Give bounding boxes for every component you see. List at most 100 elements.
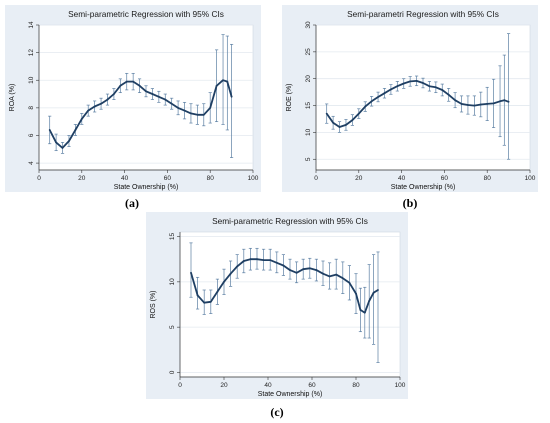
data-point [315,269,318,271]
data-point [335,273,338,276]
data-point [242,260,245,262]
data-point [215,84,218,87]
data-point [377,96,379,98]
data-point [372,291,375,294]
y-tick-label: 15 [305,102,312,110]
data-point [55,141,58,144]
data-point [190,112,192,115]
data-point [486,103,489,105]
data-point [325,112,328,115]
data-point [402,82,405,85]
data-point [338,126,341,128]
x-axis-label: State Ownership (%) [114,184,179,191]
y-tick-label: 5 [169,325,176,329]
data-point [428,85,431,88]
data-point [222,79,224,82]
x-tick-label: 20 [78,175,86,182]
y-tick-label: 10 [28,76,35,84]
data-point [119,84,122,87]
data-point [93,105,96,108]
data-point [164,98,167,101]
data-point [322,272,324,275]
data-point [132,80,135,83]
data-point [503,99,506,102]
data-point [125,80,128,83]
chart-title: Semi-parametric Regression with 95% CIs [212,216,368,226]
y-tick-label: 6 [28,133,35,137]
data-point [289,269,291,271]
data-point [396,85,399,88]
y-tick-label: 4 [28,161,35,165]
data-point [80,118,83,120]
roe-chart: Semi-parametri Regression with 95% CIs 5 1… [282,5,538,192]
y-tick-label: 30 [305,21,312,29]
data-point [363,311,366,314]
data-point [249,258,252,261]
series-group [189,242,380,363]
y-tick-label: 0 [169,370,176,374]
x-tick-label: 60 [308,382,316,389]
data-point [196,294,199,297]
y-axis-label: ROA (%) [9,84,16,112]
plot-area [38,24,254,171]
x-tick-label: 20 [355,175,363,182]
x-tick-label: 100 [525,175,536,182]
data-point [209,300,212,303]
data-point [183,109,186,112]
x-tick-label: 40 [264,382,272,389]
data-point [190,271,192,274]
data-point [68,140,70,142]
panel-roa: Semi-parametric Regression with 95% CIs 4… [5,5,261,192]
y-tick-label: 20 [305,75,312,83]
data-point [383,92,386,95]
data-point [479,103,482,106]
x-tick-label: 80 [207,175,215,182]
data-point [113,93,115,95]
data-point [295,271,298,274]
data-point [275,261,278,264]
data-point [203,301,206,304]
data-point [473,104,476,107]
y-axis-label: ROS (%) [150,291,157,319]
y-tick-label: 5 [305,157,312,161]
x-tick-label: 80 [352,382,360,389]
data-point [341,277,344,280]
panel-roe: Semi-parametri Regression with 95% CIs 5 1… [282,5,538,192]
data-point [351,119,354,121]
series-group [325,33,511,160]
caption-b: (b) [402,196,418,210]
data-point [229,272,232,275]
x-axis-label: State Ownership (%) [258,391,323,398]
data-point [370,100,373,103]
data-point [499,100,501,103]
data-point [368,299,371,302]
data-point [415,79,418,82]
data-point [507,100,510,103]
chart-title: Semi-parametri Regression with 95% CIs [347,9,499,19]
data-point [308,267,311,270]
data-point [61,147,64,149]
data-point [236,265,239,268]
data-point [434,86,437,89]
y-axis-label: ROE (%) [286,84,293,112]
chart-title: Semi-parametric Regression with 95% CIs [68,9,224,19]
y-tick-label: 10 [305,128,312,136]
data-point [202,113,205,116]
panel-ros: Semi-parametric Regression with 95% CIs 0… [146,212,408,399]
data-point [170,102,173,105]
data-point [157,95,160,98]
data-point [262,259,265,261]
series-group [48,34,234,158]
fitted-line [48,79,233,149]
data-point [357,112,360,115]
y-tick-label: 8 [28,106,35,110]
data-point [48,129,51,131]
data-point [74,129,77,131]
data-point [422,82,424,84]
data-point [223,280,225,283]
data-point [377,289,379,291]
roa-chart: Semi-parametric Regression with 95% CIs 4… [5,5,261,192]
data-point [226,80,229,83]
y-tick-label: 12 [28,49,35,57]
data-point [138,84,141,87]
